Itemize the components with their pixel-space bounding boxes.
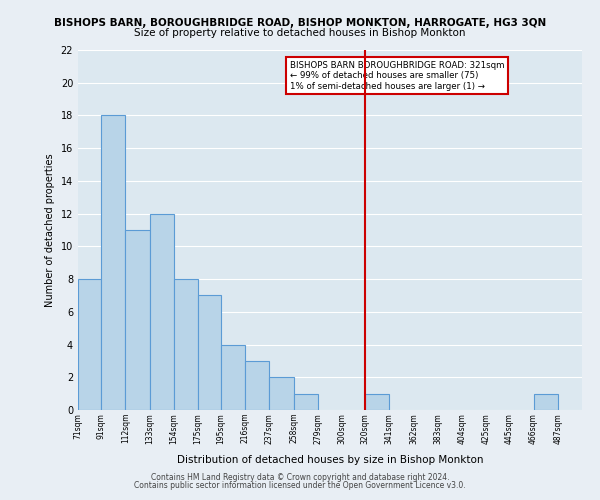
Bar: [269, 378, 293, 410]
Bar: [198, 296, 221, 410]
Bar: [149, 214, 174, 410]
Text: Size of property relative to detached houses in Bishop Monkton: Size of property relative to detached ho…: [134, 28, 466, 38]
Text: BISHOPS BARN, BOROUGHBRIDGE ROAD, BISHOP MONKTON, HARROGATE, HG3 3QN: BISHOPS BARN, BOROUGHBRIDGE ROAD, BISHOP…: [54, 18, 546, 28]
Bar: [245, 361, 269, 410]
Bar: [78, 279, 101, 410]
Bar: [221, 344, 245, 410]
Text: Contains public sector information licensed under the Open Government Licence v3: Contains public sector information licen…: [134, 481, 466, 490]
Bar: [101, 116, 125, 410]
X-axis label: Distribution of detached houses by size in Bishop Monkton: Distribution of detached houses by size …: [177, 455, 483, 465]
Text: BISHOPS BARN BOROUGHBRIDGE ROAD: 321sqm
← 99% of detached houses are smaller (75: BISHOPS BARN BOROUGHBRIDGE ROAD: 321sqm …: [290, 61, 504, 90]
Text: Contains HM Land Registry data © Crown copyright and database right 2024.: Contains HM Land Registry data © Crown c…: [151, 472, 449, 482]
Bar: [125, 230, 149, 410]
Bar: [174, 279, 198, 410]
Bar: [365, 394, 389, 410]
Y-axis label: Number of detached properties: Number of detached properties: [45, 153, 55, 307]
Bar: [293, 394, 318, 410]
Bar: [533, 394, 558, 410]
